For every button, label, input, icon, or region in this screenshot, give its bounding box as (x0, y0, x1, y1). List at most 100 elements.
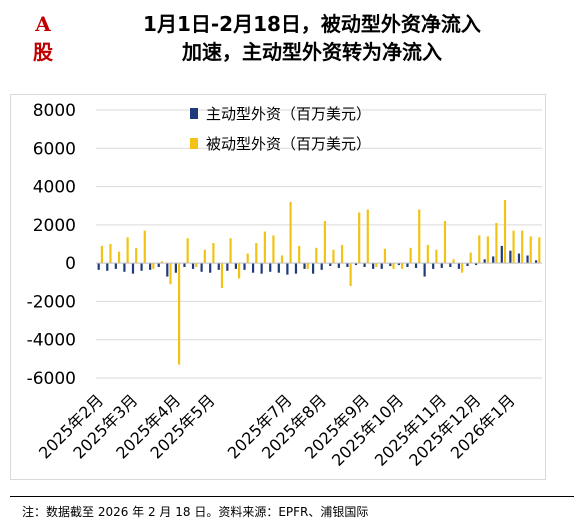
legend-label: 主动型外资（百万美元） (206, 105, 371, 123)
passive-bar (443, 221, 447, 264)
active-bar (191, 263, 195, 269)
page-title: 1月1日-2月18日，被动型外资净流入 加速，主动型外资转为净流入 (70, 10, 554, 66)
passive-bar (495, 222, 498, 264)
passive-bar (392, 263, 395, 269)
passive-bar (349, 263, 352, 287)
passive-bar (469, 252, 472, 264)
active-bar (483, 259, 486, 264)
passive-bar (426, 244, 429, 264)
active-bar (380, 263, 383, 269)
passive-bar (280, 255, 284, 264)
passive-bar (100, 245, 103, 264)
passive-bar (160, 261, 164, 264)
active-bar (320, 263, 323, 270)
passive-bar (503, 199, 507, 264)
y-tick-label: 8000 (33, 101, 76, 121)
y-tick-label: -2000 (27, 292, 76, 312)
legend-swatch-active (190, 108, 198, 119)
active-bar (140, 263, 143, 271)
passive-bar (117, 251, 121, 264)
passive-bar (435, 249, 438, 264)
active-bar (449, 263, 452, 267)
y-tick-label: 2000 (33, 216, 76, 236)
active-bar (157, 263, 160, 267)
passive-bar (203, 249, 206, 264)
passive-bar (366, 209, 369, 264)
active-bar (294, 263, 298, 274)
legend-swatch-passive (190, 138, 198, 149)
active-bar (406, 263, 409, 267)
passive-bar (521, 230, 524, 264)
passive-bar (383, 248, 387, 264)
passive-bar (478, 235, 481, 264)
passive-bar (152, 263, 155, 269)
active-bar (183, 263, 186, 267)
active-bar (432, 263, 435, 269)
active-bar (97, 263, 100, 270)
passive-bar (263, 231, 266, 264)
active-bar (312, 263, 315, 274)
active-bar (286, 263, 289, 275)
active-bar (200, 263, 203, 272)
active-bar (389, 263, 392, 267)
active-bar (500, 245, 503, 264)
passive-bar (289, 201, 292, 264)
passive-bar (169, 263, 172, 285)
active-bar (492, 256, 495, 264)
active-bar (131, 263, 135, 274)
passive-bar (177, 263, 181, 365)
active-bar (535, 260, 538, 264)
active-bar (423, 263, 426, 277)
active-bar (372, 263, 375, 269)
y-tick-label: 0 (65, 254, 76, 274)
passive-bar (212, 243, 215, 264)
passive-bar (315, 247, 318, 264)
title-line-2: 加速，主动型外资转为净流入 (182, 40, 442, 64)
active-bar (303, 263, 306, 269)
active-bar (440, 263, 443, 268)
passive-bar (409, 247, 412, 264)
active-bar (269, 263, 272, 272)
passive-bar (126, 237, 129, 264)
passive-bar (529, 236, 532, 264)
active-bar (123, 263, 126, 272)
passive-bar (272, 235, 275, 264)
passive-bar (143, 230, 146, 264)
y-tick-label: -4000 (27, 331, 76, 351)
passive-bar (461, 263, 464, 273)
legend-label: 被动型外资（百万美元） (206, 135, 371, 153)
passive-bar (400, 263, 404, 269)
active-bar (397, 263, 400, 266)
active-bar (474, 263, 478, 266)
passive-bar (375, 263, 378, 267)
y-tick-label: 6000 (33, 139, 76, 159)
active-bar (217, 263, 220, 270)
active-bar (114, 263, 117, 269)
active-bar (509, 250, 512, 264)
active-bar (466, 263, 469, 267)
passive-bar (135, 247, 138, 264)
passive-bar (298, 245, 301, 264)
y-tick-label: 4000 (33, 178, 76, 198)
passive-bar (332, 249, 335, 264)
passive-bar (238, 263, 241, 279)
passive-bar (323, 221, 326, 264)
passive-bar (186, 238, 189, 264)
passive-bar (255, 243, 258, 264)
active-bar (363, 263, 366, 267)
passive-bar (512, 230, 515, 264)
passive-bar (340, 244, 344, 264)
active-bar (226, 263, 229, 271)
active-bar (337, 263, 340, 268)
active-bar (174, 263, 177, 273)
active-bar (329, 263, 332, 267)
active-bar (526, 255, 529, 264)
active-bar (277, 263, 280, 273)
active-bar (209, 263, 212, 273)
passive-bar (109, 244, 112, 264)
active-bar (251, 263, 255, 273)
passive-bar (452, 259, 455, 264)
active-bar (346, 263, 349, 267)
active-bar (243, 263, 246, 270)
passive-bar (486, 236, 489, 264)
